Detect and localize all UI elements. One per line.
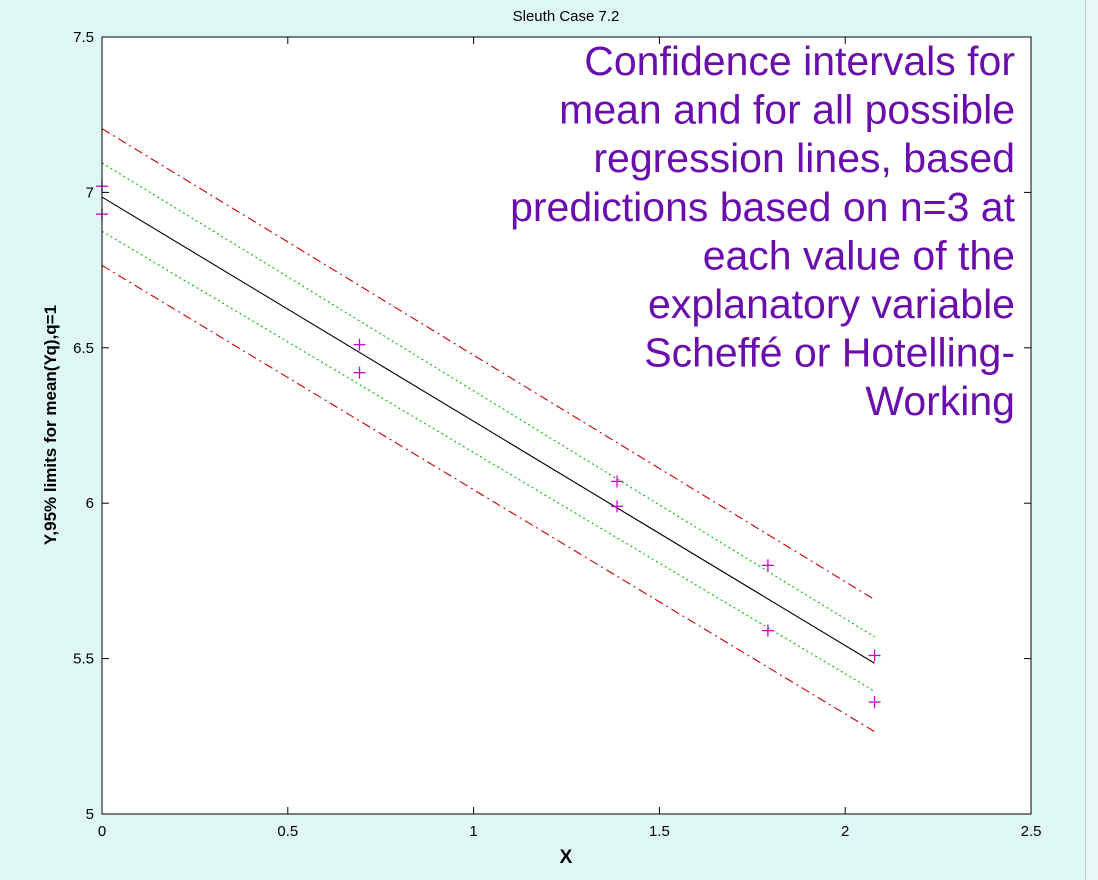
x-tick-label: 2 [841,823,849,840]
data-point [761,624,774,637]
series-line-dotted-1 [101,162,875,638]
x-tick-label: 1.5 [649,823,670,840]
plot-frame [101,36,1032,815]
data-point [353,366,366,379]
annotation-line: predictions based on n=3 at [510,184,1016,230]
y-tick-label: 5 [86,806,94,823]
data-point [611,500,624,513]
data-point [761,559,774,572]
annotation-line: regression lines, based [593,135,1015,181]
x-tick-label: 0 [98,823,106,840]
series-line-solid-0 [101,196,875,664]
chart-title: Sleuth Case 7.2 [513,8,620,25]
x-tick-label: 0.5 [277,823,298,840]
x-tick-label: 2.5 [1021,823,1042,840]
marker-layer [96,180,881,709]
y-tick-label: 5.5 [73,651,94,668]
y-tick-label: 7 [86,184,94,201]
data-point [611,475,624,488]
y-axis-label: Y,95% limits for mean(Yq),q=1 [41,305,60,545]
y-tick-label: 6 [86,495,94,512]
y-tick-label: 7.5 [73,29,94,46]
window-scrollbar[interactable] [1085,0,1098,880]
data-point [353,338,366,351]
x-axis-label: X [560,847,573,868]
annotation-line: explanatory variable [648,281,1015,327]
series-line-dashdot-4 [101,264,875,733]
axis-ticks: 0 0.5 1 1.5 2 2.5 5 5.5 6 6.5 7 7.5 [73,29,1041,840]
plot-area [102,37,1031,814]
data-point [868,649,881,662]
series-layer [101,128,875,733]
annotation-line: Working [865,378,1015,424]
x-tick-label: 1 [469,823,477,840]
y-tick-label: 6.5 [73,340,94,357]
data-point [868,696,881,709]
annotation-line: each value of the [703,232,1015,278]
annotation-line: Confidence intervals for [584,38,1015,84]
annotation-line: Scheffé or Hotelling- [644,330,1015,376]
annotation-line: mean and for all possible [559,87,1015,133]
